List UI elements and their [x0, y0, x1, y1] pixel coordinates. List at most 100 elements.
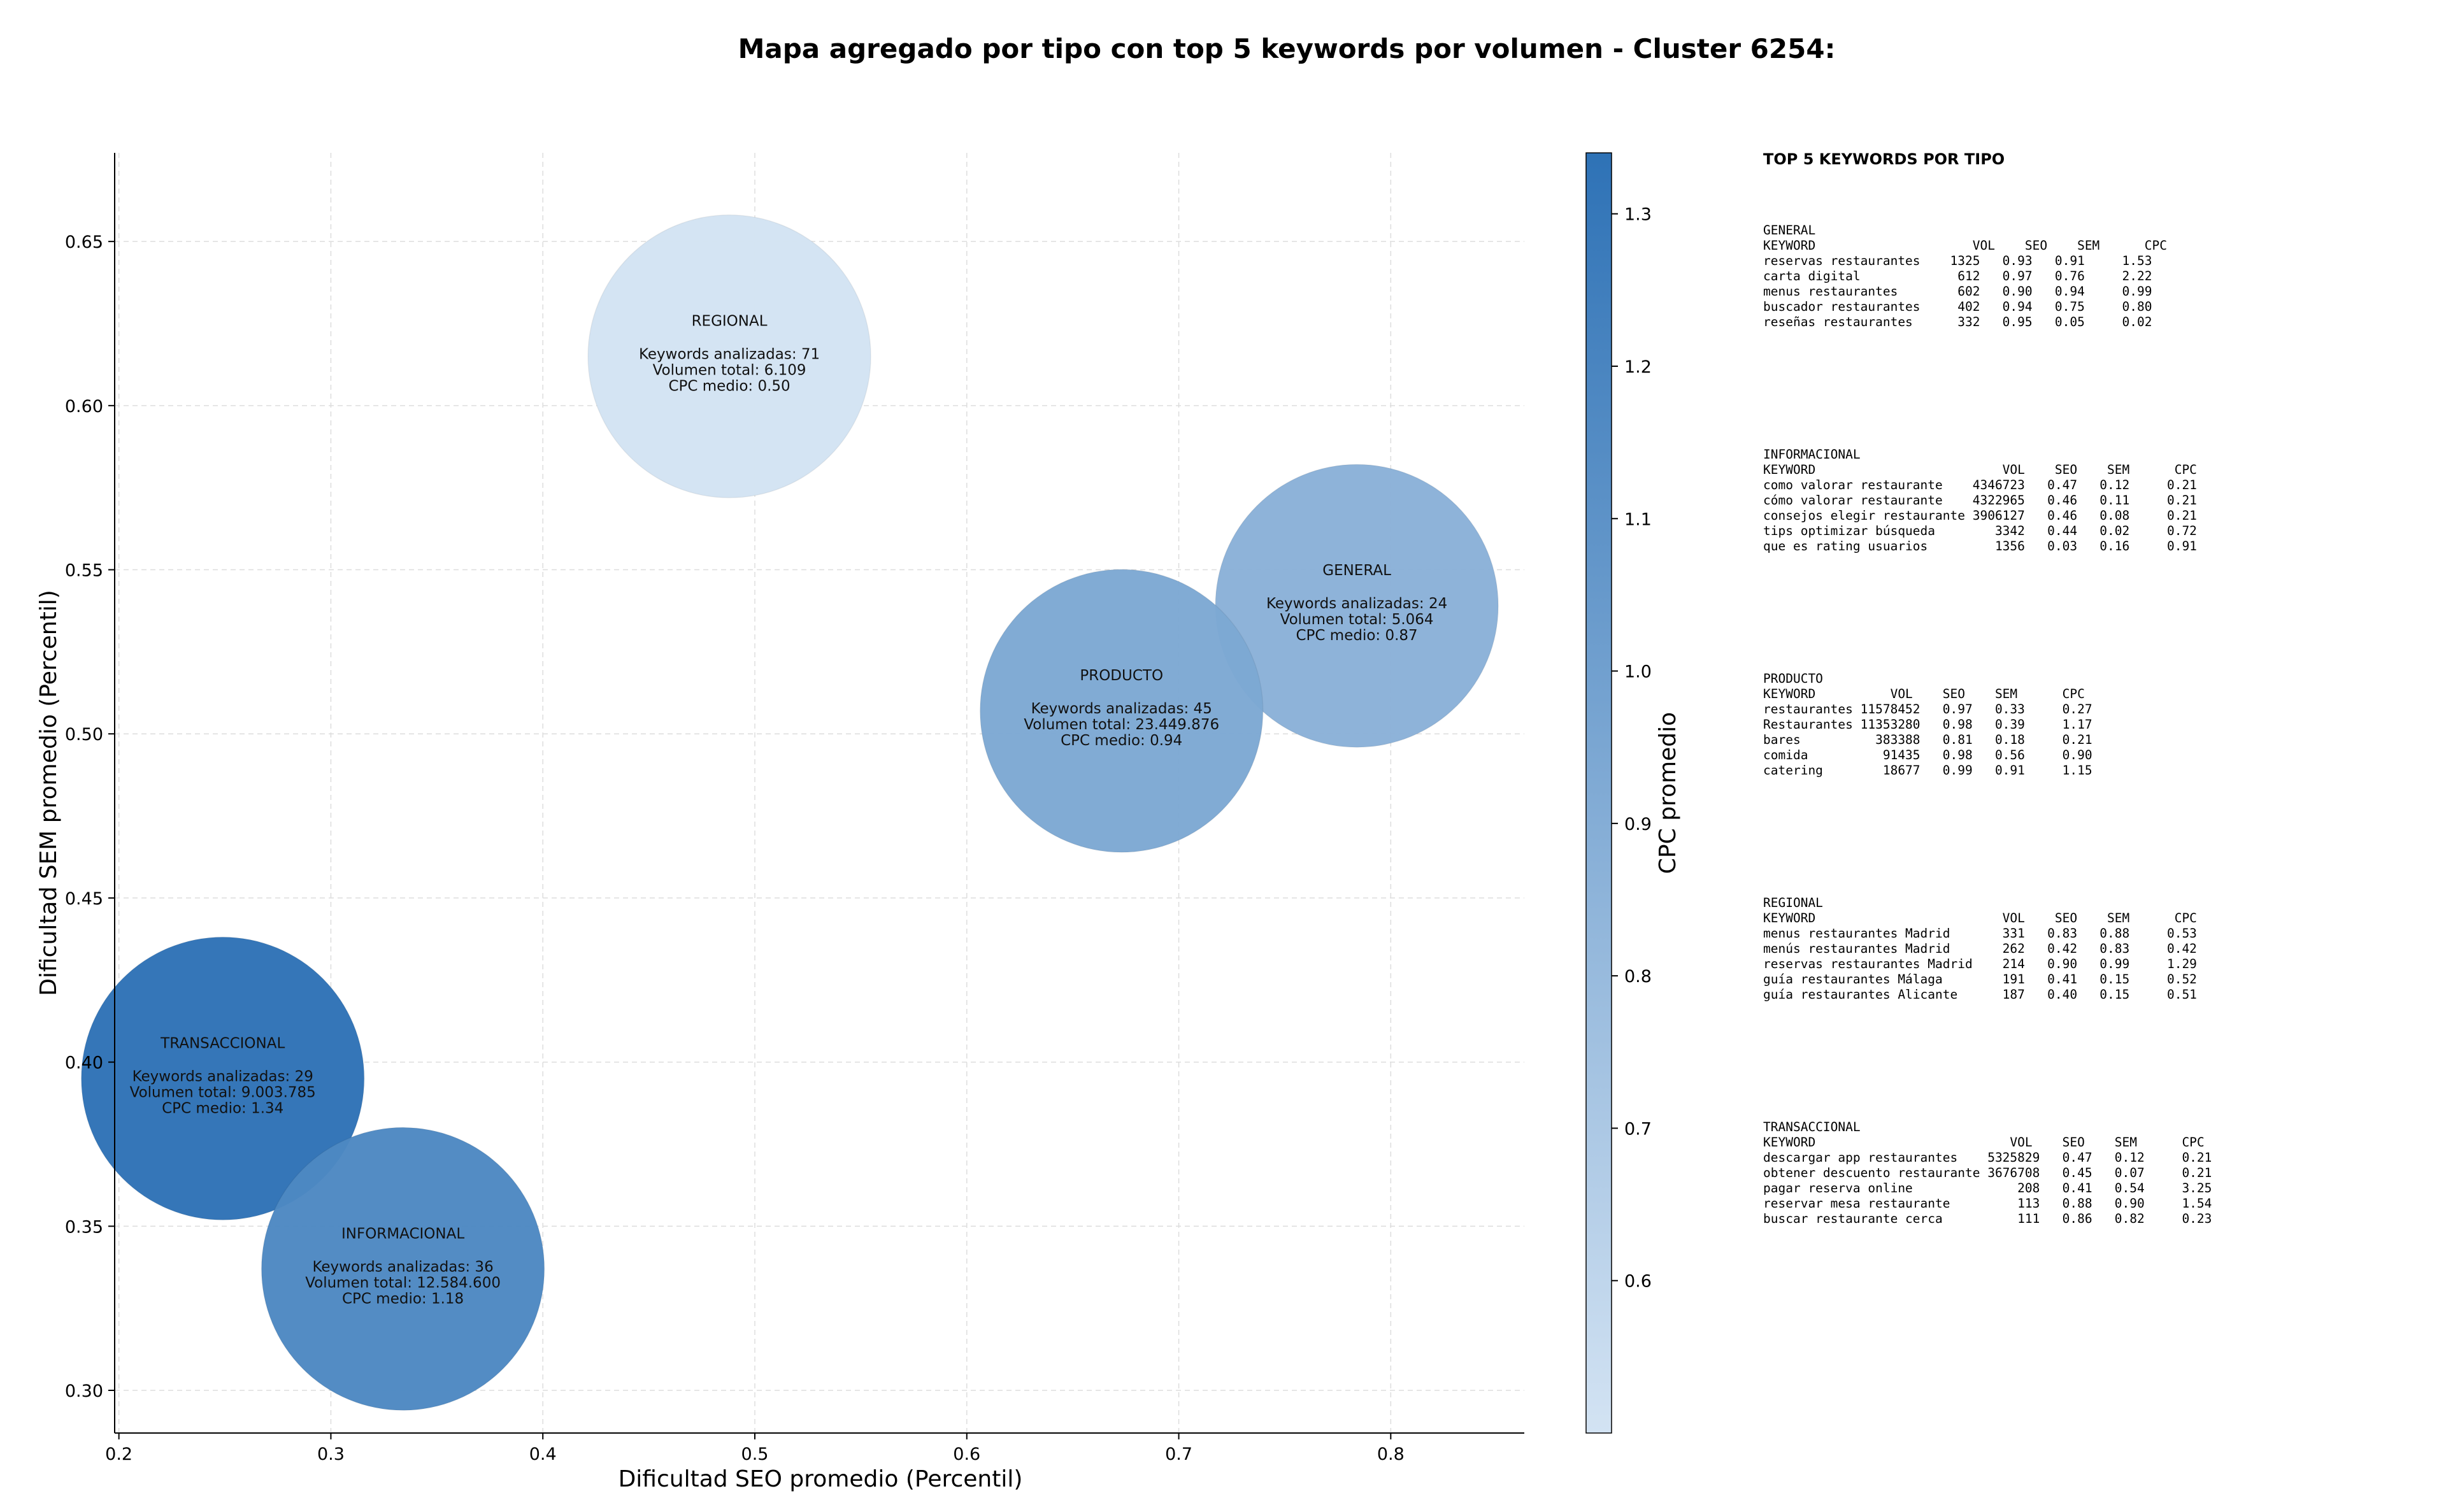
keyword-block-heading: INFORMACIONAL [1763, 447, 1861, 462]
keyword-row: obtener descuento restaurante 3676708 0.… [1763, 1166, 2212, 1180]
keyword-block-heading: GENERAL [1763, 223, 1816, 238]
bubble-informacional: INFORMACIONAL Keywords analizadas: 36Volu… [261, 1127, 545, 1411]
x-tick-label: 0.8 [1377, 1444, 1405, 1464]
y-tick-label: 0.55 [65, 561, 103, 581]
chart-title: Mapa agregado por tipo con top 5 keyword… [738, 33, 1836, 64]
keyword-block-heading: PRODUCTO [1763, 671, 1823, 686]
axes [114, 153, 1524, 1434]
bubble-circle [261, 1127, 545, 1411]
y-ticks: 0.30 0.35 0.40 0.45 0.50 0.55 0.60 0.65 [65, 232, 115, 1401]
keyword-row: catering 18677 0.99 0.91 1.15 [1763, 763, 2092, 778]
x-axis-label: Dificultad SEO promedio (Percentil) [619, 1466, 1023, 1492]
panel-title: TOP 5 KEYWORDS POR TIPO [1763, 150, 2005, 168]
bubble-label: Volumen total: 6.109 [653, 362, 806, 379]
keyword-row: menus restaurantes Madrid 331 0.83 0.88 … [1763, 926, 2197, 941]
keyword-block-header-row: KEYWORD VOL SEO SEM CPC [1763, 462, 2197, 477]
y-tick-label: 0.45 [65, 889, 103, 909]
bubble-label: TRANSACCIONAL [160, 1035, 285, 1052]
bubble-label: Volumen total: 9.003.785 [130, 1084, 316, 1101]
x-tick-label: 0.2 [105, 1444, 132, 1464]
y-tick-label: 0.40 [65, 1053, 103, 1073]
bubble-circle [587, 214, 871, 499]
colorbar-tick-label: 0.8 [1624, 967, 1652, 987]
colorbar [1585, 152, 1612, 1434]
bubble-circle [80, 936, 365, 1221]
bubble-label: REGIONAL [692, 313, 768, 330]
keyword-row: descargar app restaurantes 5325829 0.47 … [1763, 1150, 2212, 1165]
keyword-row: menús restaurantes Madrid 262 0.42 0.83 … [1763, 941, 2197, 956]
bubble-label: CPC medio: 0.50 [668, 378, 790, 395]
keyword-row: menus restaurantes 602 0.90 0.94 0.99 [1763, 284, 2152, 299]
keyword-row: reservas restaurantes Madrid 214 0.90 0.… [1763, 957, 2197, 971]
bubble-label: Keywords analizadas: 71 [639, 346, 820, 363]
x-tick-label: 0.5 [741, 1444, 769, 1464]
keyword-row: cómo valorar restaurante 4322965 0.46 0.… [1763, 493, 2197, 508]
bubble-circle [979, 569, 1264, 853]
keyword-block: PRODUCTO KEYWORD VOL SEO SEM CPC restauran… [1763, 671, 2438, 895]
keyword-block-heading: REGIONAL [1763, 895, 1823, 910]
keyword-block-header-row: KEYWORD VOL SEO SEM CPC [1763, 1135, 2205, 1150]
keyword-block-heading: TRANSACCIONAL [1763, 1120, 1861, 1134]
top-keywords-panel: TOP 5 KEYWORDS POR TIPO GENERAL KEYWORD V… [1763, 150, 2438, 1344]
keyword-block-header-row: KEYWORD VOL SEO SEM CPC [1763, 687, 2085, 701]
bubble-label: CPC medio: 1.34 [162, 1100, 283, 1116]
keyword-row: guía restaurantes Alicante 187 0.40 0.15… [1763, 987, 2197, 1002]
bubble-label: Volumen total: 5.064 [1280, 611, 1434, 628]
keyword-blocks: GENERAL KEYWORD VOL SEO SEM CPC reservas r… [1763, 223, 2438, 1344]
bubble-label: CPC medio: 1.18 [342, 1290, 464, 1307]
keyword-block-header-row: KEYWORD VOL SEO SEM CPC [1763, 911, 2197, 925]
y-tick-label: 0.65 [65, 232, 103, 252]
bubble-label: CPC medio: 0.87 [1296, 627, 1418, 644]
keyword-block: GENERAL KEYWORD VOL SEO SEM CPC reservas r… [1763, 223, 2438, 447]
bubble-label: INFORMACIONAL [341, 1225, 464, 1242]
bubble-label: Keywords analizadas: 45 [1031, 701, 1212, 717]
colorbar-tick-label: 1.1 [1624, 510, 1652, 529]
keyword-row: guía restaurantes Málaga 191 0.41 0.15 0… [1763, 972, 2197, 987]
x-ticks: 0.2 0.3 0.4 0.5 0.6 0.7 0.8 [105, 1433, 1405, 1464]
keyword-block: REGIONAL KEYWORD VOL SEO SEM CPC menus res… [1763, 895, 2438, 1120]
keyword-row: comida 91435 0.98 0.56 0.90 [1763, 748, 2092, 762]
bubble-label: PRODUCTO [1080, 667, 1163, 684]
keyword-row: consejos elegir restaurante 3906127 0.46… [1763, 508, 2197, 523]
keyword-row: bares 383388 0.81 0.18 0.21 [1763, 732, 2092, 747]
keyword-row: buscador restaurantes 402 0.94 0.75 0.80 [1763, 299, 2152, 314]
colorbar-label: CPC promedio [1655, 712, 1681, 874]
bubble-label: Keywords analizadas: 24 [1266, 596, 1447, 612]
keyword-row: como valorar restaurante 4346723 0.47 0.… [1763, 478, 2197, 492]
keyword-row: carta digital 612 0.97 0.76 2.22 [1763, 269, 2152, 283]
y-axis-label: Dificultad SEM promedio (Percentil) [36, 590, 62, 996]
keyword-row: restaurantes 11578452 0.97 0.33 0.27 [1763, 702, 2092, 717]
bubble-label: Volumen total: 23.449.876 [1024, 717, 1219, 733]
bubble-label: Keywords analizadas: 29 [132, 1068, 313, 1085]
colorbar-tick-label: 0.9 [1624, 815, 1652, 834]
colorbar-tick-label: 1.0 [1624, 662, 1652, 682]
y-tick-label: 0.60 [65, 397, 103, 417]
colorbar-tick-label: 0.6 [1624, 1272, 1652, 1292]
keyword-row: que es rating usuarios 1356 0.03 0.16 0.… [1763, 539, 2197, 553]
x-tick-label: 0.3 [317, 1444, 345, 1464]
keyword-row: buscar restaurante cerca 111 0.86 0.82 0… [1763, 1211, 2212, 1226]
keyword-block: TRANSACCIONAL KEYWORD VOL SEO SEM CPC desc… [1763, 1120, 2438, 1344]
bubble-transaccional: TRANSACCIONAL Keywords analizadas: 29Volu… [80, 936, 365, 1221]
keyword-row: reseñas restaurantes 332 0.95 0.05 0.02 [1763, 315, 2152, 329]
keyword-block-header-row: KEYWORD VOL SEO SEM CPC [1763, 238, 2167, 253]
colorbar-tick-label: 0.7 [1624, 1119, 1652, 1139]
x-tick-label: 0.6 [953, 1444, 980, 1464]
bubble-label: GENERAL [1322, 562, 1391, 579]
x-tick-label: 0.7 [1165, 1444, 1192, 1464]
keyword-block: INFORMACIONAL KEYWORD VOL SEO SEM CPC como… [1763, 447, 2438, 671]
y-tick-label: 0.30 [65, 1381, 103, 1401]
bubble-label: Volumen total: 12.584.600 [305, 1274, 501, 1291]
keyword-row: reservas restaurantes 1325 0.93 0.91 1.5… [1763, 253, 2152, 268]
bubble-label: CPC medio: 0.94 [1061, 732, 1182, 749]
colorbar-tick-label: 1.2 [1624, 357, 1652, 377]
keyword-row: pagar reserva online 208 0.41 0.54 3.25 [1763, 1181, 2212, 1195]
colorbar-tick-label: 1.3 [1624, 205, 1652, 225]
colorbar-ticks: 0.6 0.7 0.8 0.9 1.0 1.1 1.2 1.3 [1612, 205, 1652, 1292]
keyword-row: reservar mesa restaurante 113 0.88 0.90 … [1763, 1196, 2212, 1211]
